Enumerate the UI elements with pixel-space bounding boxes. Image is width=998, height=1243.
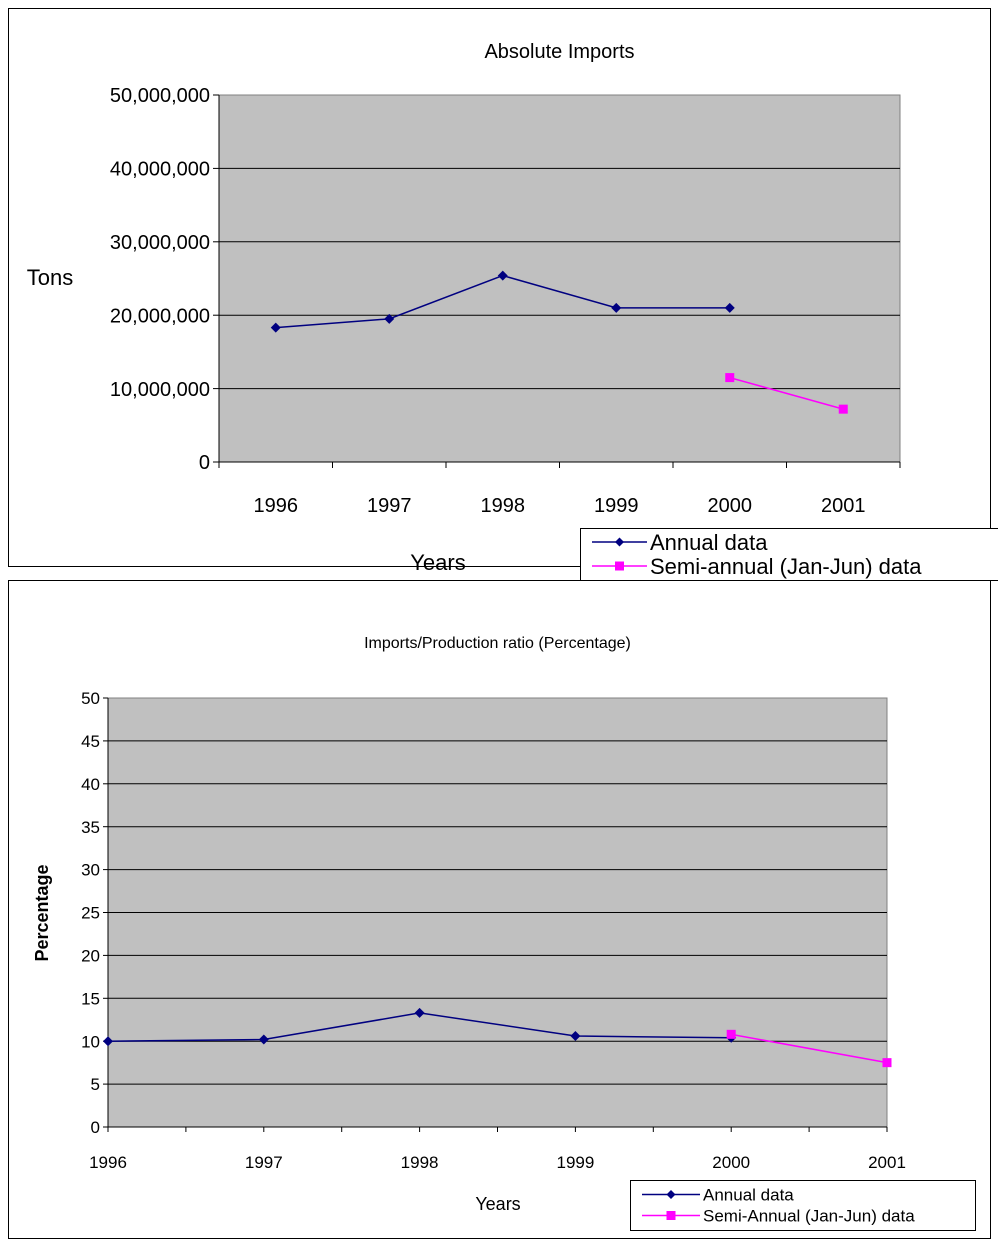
x-tick-label: 1998 bbox=[481, 495, 526, 517]
legend-marker bbox=[615, 537, 624, 547]
x-tick-label: 1999 bbox=[556, 1153, 594, 1172]
x-tick-label: 2000 bbox=[708, 495, 753, 517]
y-tick-label: 30 bbox=[81, 861, 100, 880]
x-axis-label: Years bbox=[475, 1194, 520, 1214]
data-point bbox=[726, 1029, 736, 1039]
data-point bbox=[384, 313, 395, 324]
legend-label: Annual data bbox=[650, 530, 768, 555]
x-tick-label: 2000 bbox=[712, 1153, 750, 1172]
chart-1: 0 10,000,000 20,000,000 30,000,000 40,000,00… bbox=[8, 8, 998, 581]
y-tick-label: 5 bbox=[91, 1075, 100, 1094]
y-tick-label: 10 bbox=[81, 1032, 100, 1051]
y-tick-label: 45 bbox=[81, 732, 100, 751]
y-tick-label: 0 bbox=[199, 452, 210, 474]
data-point bbox=[838, 404, 848, 414]
y-tick-label: 40 bbox=[81, 775, 100, 794]
data-point bbox=[882, 1058, 892, 1068]
series-line bbox=[731, 1033, 888, 1064]
plot-area bbox=[218, 94, 901, 463]
y-tick-label: 20,000,000 bbox=[110, 305, 210, 327]
x-tick-label: 1996 bbox=[89, 1153, 127, 1172]
y-tick-label: 50,000,000 bbox=[110, 85, 210, 107]
legend-label: Semi-annual (Jan-Jun) data bbox=[650, 554, 922, 579]
x-tick-label: 1997 bbox=[245, 1153, 283, 1172]
legend-label: Annual data bbox=[703, 1186, 794, 1205]
data-point bbox=[724, 302, 735, 313]
legend: Annual data Semi-Annual (Jan-Jun) data bbox=[630, 1180, 976, 1231]
y-tick-label: 30,000,000 bbox=[110, 232, 210, 254]
data-point bbox=[258, 1034, 269, 1045]
chart-title: Absolute Imports bbox=[484, 41, 634, 63]
y-tick-label: 0 bbox=[91, 1118, 100, 1137]
y-tick-label: 15 bbox=[81, 989, 100, 1008]
legend-marker bbox=[615, 561, 624, 571]
x-axis-label: Years bbox=[410, 550, 465, 575]
y-tick-label: 40,000,000 bbox=[110, 159, 210, 181]
x-tick-label: 2001 bbox=[821, 495, 866, 517]
data-point bbox=[611, 302, 622, 313]
data-point bbox=[497, 270, 508, 281]
y-axis-label: Tons bbox=[27, 265, 73, 290]
legend-box bbox=[630, 1180, 976, 1231]
x-tick-label: 1998 bbox=[401, 1153, 439, 1172]
series-2 bbox=[725, 373, 848, 414]
data-point bbox=[570, 1031, 581, 1042]
y-tick-label: 20 bbox=[81, 947, 100, 966]
y-tick-label: 10,000,000 bbox=[110, 379, 210, 401]
y-axis-label: Percentage bbox=[32, 864, 52, 961]
y-tick-label: 50 bbox=[81, 689, 100, 708]
x-tick-label: 1999 bbox=[594, 495, 639, 517]
y-tick-label: 25 bbox=[81, 904, 100, 923]
series-2 bbox=[726, 1029, 892, 1068]
y-tick-label: 35 bbox=[81, 818, 100, 837]
data-point bbox=[414, 1007, 425, 1018]
legend-marker bbox=[666, 1190, 676, 1199]
x-tick-label: 1996 bbox=[254, 495, 299, 517]
legend-box bbox=[580, 528, 998, 581]
data-point bbox=[725, 373, 735, 383]
series-1 bbox=[270, 270, 735, 333]
chart-title: Imports/Production ratio (Percentage) bbox=[364, 635, 631, 652]
chart-2: 0 5 10 15 20 25 30 35 40 45 50 1996 1997 1998 1999 2000… bbox=[8, 580, 991, 1239]
legend-label: Semi-Annual (Jan-Jun) data bbox=[703, 1207, 915, 1226]
x-tick-label: 1997 bbox=[367, 495, 412, 517]
legend-marker bbox=[666, 1211, 676, 1220]
series-line bbox=[729, 376, 844, 410]
x-tick-label: 2001 bbox=[868, 1153, 906, 1172]
data-point bbox=[270, 322, 281, 333]
data-point bbox=[103, 1036, 113, 1047]
